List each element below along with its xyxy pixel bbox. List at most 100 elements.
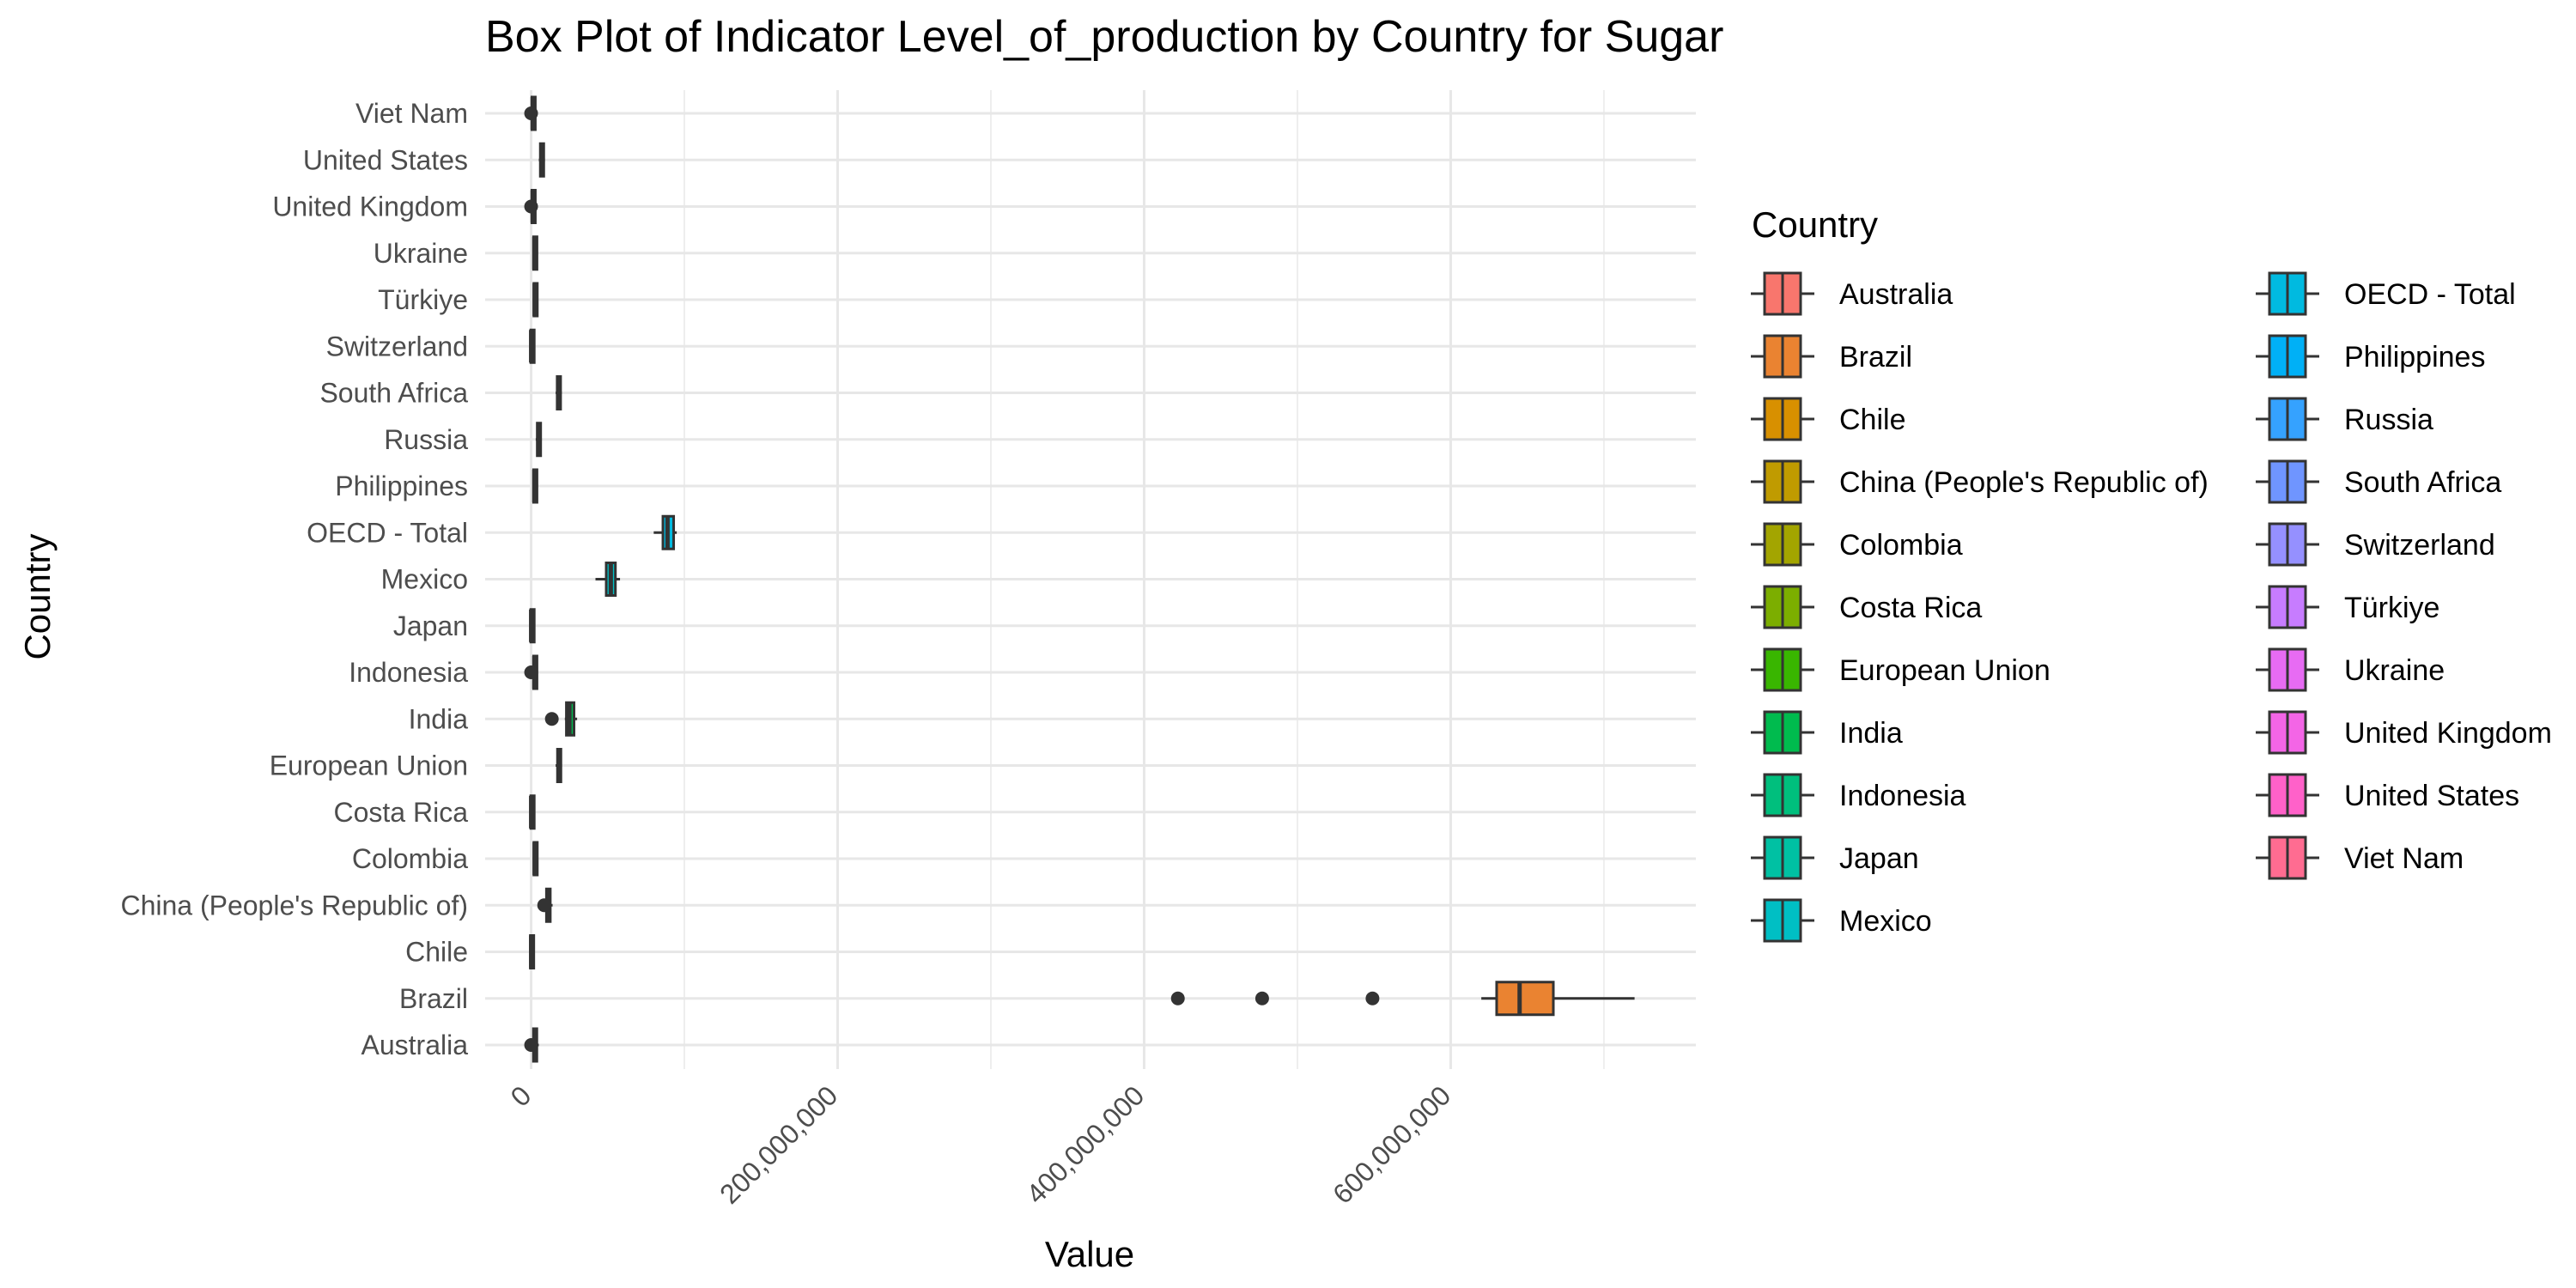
y-axis-tick-label: OECD - Total — [307, 517, 468, 548]
box-plot-series — [544, 701, 578, 737]
box-plot-series — [529, 608, 536, 644]
box-plot-series — [532, 841, 539, 877]
box-plot-series — [537, 887, 553, 923]
box-plot-series — [556, 748, 562, 783]
box-plot-series — [524, 654, 538, 690]
legend-item: Colombia — [1751, 522, 1963, 567]
legend-item: South Africa — [2256, 459, 2501, 504]
outlier-point — [1255, 991, 1269, 1005]
legend-label: European Union — [1839, 654, 2050, 687]
legend-item: Türkiye — [2256, 585, 2439, 629]
outlier-point — [537, 898, 551, 913]
grid-layer — [485, 90, 1696, 1069]
y-axis-tick-label: South Africa — [319, 378, 468, 409]
y-axis-tick-label: Costa Rica — [334, 797, 469, 828]
legend-label: Switzerland — [2344, 529, 2495, 562]
outlier-point — [524, 665, 538, 679]
legend-item: Brazil — [1751, 334, 1912, 379]
y-axis-tick-label: Türkiye — [378, 284, 468, 315]
legend-item: China (People's Republic of) — [1751, 459, 2208, 504]
box-body — [1495, 981, 1555, 1017]
legend-item: Japan — [1751, 835, 1919, 880]
box-plot-series — [529, 328, 536, 364]
outlier-point — [544, 712, 559, 726]
legend-label: Brazil — [1839, 341, 1912, 374]
legend-label: Australia — [1839, 278, 1953, 311]
legend-label: Colombia — [1839, 529, 1963, 562]
legend-item: European Union — [1751, 647, 2050, 692]
legend-label: United States — [2344, 780, 2519, 812]
y-axis-tick-label: United Kingdom — [272, 191, 468, 222]
legend-item: Australia — [1751, 271, 1953, 316]
box-layer — [524, 95, 1635, 1063]
box-plot-series — [529, 794, 536, 830]
legend-item: Indonesia — [1751, 773, 1966, 817]
legend-item: United States — [2256, 773, 2519, 817]
outlier-point — [524, 106, 538, 120]
y-axis-tick-label: Brazil — [399, 983, 468, 1014]
legend-label: United Kingdom — [2344, 717, 2552, 750]
y-axis-tick-label: Viet Nam — [355, 98, 468, 129]
legend-item: Costa Rica — [1751, 585, 1982, 629]
y-axis-tick-label: Philippines — [335, 471, 468, 501]
legend-item: Ukraine — [2256, 647, 2445, 692]
legend-label: Mexico — [1839, 905, 1932, 938]
legend-label: OECD - Total — [2344, 278, 2516, 311]
legend-label: Ukraine — [2344, 654, 2445, 687]
box-plot-series — [532, 468, 538, 504]
box-plot-series — [1170, 981, 1635, 1017]
y-axis-tick-label: Indonesia — [349, 657, 468, 688]
legend-label: Indonesia — [1839, 780, 1966, 812]
outlier-point — [524, 199, 538, 214]
legend-item: United Kingdom — [2256, 710, 2552, 755]
legend-title: Country — [1752, 204, 1878, 245]
y-axis-tick-label: Australia — [361, 1030, 469, 1060]
legend: Country Australia Brazil Chile China (Peopl… — [1751, 204, 2552, 943]
legend-item: Philippines — [2256, 334, 2485, 379]
y-axis-tick-label: Japan — [393, 611, 468, 641]
legend-label: Costa Rica — [1839, 592, 1982, 624]
y-axis-tick-label: United States — [303, 144, 468, 175]
legend-item: Switzerland — [2256, 522, 2495, 567]
legend-label: India — [1839, 717, 1903, 750]
y-axis-tick-label: Chile — [405, 937, 468, 968]
outlier-point — [524, 1038, 538, 1052]
box-plot-series — [653, 514, 677, 550]
chart-title: Box Plot of Indicator Level_of_productio… — [485, 12, 1723, 62]
box-plot-series — [595, 562, 621, 597]
box-plot-series — [556, 375, 562, 410]
legend-label: South Africa — [2344, 466, 2501, 499]
box-plot-series — [524, 95, 538, 131]
legend-item: Mexico — [1751, 898, 1932, 943]
box-plot-series — [535, 422, 543, 458]
y-axis-tick-label: Russia — [384, 424, 468, 455]
legend-label: Japan — [1839, 842, 1919, 875]
legend-label: Türkiye — [2344, 592, 2439, 624]
outlier-point — [1170, 991, 1185, 1005]
legend-item: Viet Nam — [2256, 835, 2464, 880]
y-axis-tick-label: Ukraine — [374, 238, 468, 269]
legend-label: Russia — [2344, 404, 2433, 436]
legend-label: Viet Nam — [2344, 842, 2464, 875]
box-plot-series — [524, 189, 538, 224]
y-axis-tick-labels: Australia Brazil Chile China (People's Repu… — [120, 98, 468, 1060]
y-axis-tick-label: Colombia — [352, 843, 468, 874]
y-axis-tick-label: China (People's Republic of) — [120, 890, 468, 920]
box-plot-series — [529, 934, 536, 969]
box-plot-series — [538, 142, 545, 178]
legend-item: Russia — [2256, 397, 2433, 441]
y-axis-tick-label: Switzerland — [326, 331, 468, 361]
legend-items: Australia Brazil Chile China (People's Repu… — [1751, 271, 2552, 943]
outlier-point — [1365, 991, 1380, 1005]
legend-item: India — [1751, 710, 1903, 755]
legend-item: Chile — [1751, 397, 1905, 441]
legend-item: OECD - Total — [2256, 271, 2516, 316]
box-plot-series — [532, 282, 539, 318]
legend-label: China (People's Republic of) — [1839, 466, 2208, 499]
box-plot-series — [532, 235, 538, 271]
y-axis-tick-label: India — [409, 703, 469, 734]
y-axis-title: Country — [17, 533, 58, 659]
legend-label: Chile — [1839, 404, 1905, 436]
